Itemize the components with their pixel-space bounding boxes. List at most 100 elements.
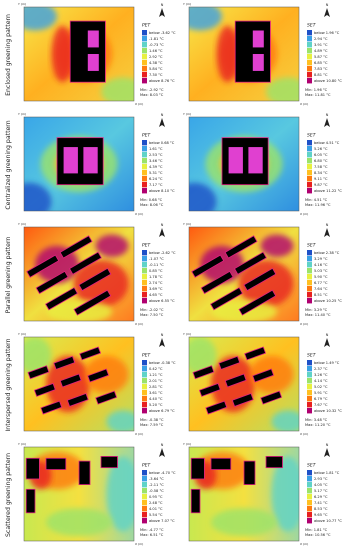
heat-blob bbox=[24, 337, 52, 375]
heat-blob bbox=[95, 234, 129, 258]
axis-y-label: Y (m) bbox=[18, 222, 26, 226]
legend-swatch bbox=[307, 54, 312, 60]
heat-map bbox=[189, 227, 299, 321]
building bbox=[260, 390, 283, 405]
legend-swatch bbox=[307, 378, 312, 384]
legend-label: below -0.38 °C bbox=[149, 361, 176, 365]
legend-swatch bbox=[142, 250, 147, 256]
legend-label: 3.46 °C bbox=[149, 159, 163, 163]
legend-label: 6.05 °C bbox=[314, 153, 328, 157]
heat-blob bbox=[211, 508, 277, 537]
legend-swatch bbox=[142, 36, 147, 42]
legend-swatch bbox=[142, 482, 147, 488]
building bbox=[40, 400, 63, 415]
legend-swatch bbox=[142, 152, 147, 158]
building bbox=[69, 20, 106, 83]
building bbox=[244, 346, 267, 361]
legend-swatch bbox=[142, 280, 147, 286]
heat-blob bbox=[238, 259, 294, 307]
building bbox=[210, 457, 232, 470]
axis-x-label: X (m) bbox=[135, 212, 143, 216]
axis-y-label: Y (m) bbox=[183, 332, 191, 336]
legend-swatch bbox=[142, 42, 147, 48]
legend-swatch bbox=[307, 36, 312, 42]
legend-swatch bbox=[142, 494, 147, 500]
legend-max: Max: 7.50 °C bbox=[140, 313, 164, 317]
legend-swatch bbox=[307, 494, 312, 500]
buildings bbox=[191, 235, 277, 316]
legend-label: -1.81 °C bbox=[149, 37, 164, 41]
legend-label: above 10.25 °C bbox=[314, 299, 342, 303]
legend-swatch bbox=[307, 384, 312, 390]
heat-blob bbox=[271, 456, 299, 532]
legend-swatch bbox=[142, 292, 147, 298]
building bbox=[234, 20, 271, 83]
north-label: N bbox=[161, 223, 164, 227]
building bbox=[79, 346, 102, 361]
legend-swatch bbox=[142, 512, 147, 518]
legend-label: 7.17 °C bbox=[149, 183, 163, 187]
legend-label: 4.39 °C bbox=[149, 165, 163, 169]
legend-label: 1.46 °C bbox=[149, 49, 163, 53]
legend-max: Max: 11.96 °C bbox=[305, 203, 331, 207]
heat-blob bbox=[189, 337, 217, 375]
legend-swatch bbox=[307, 396, 312, 402]
building bbox=[25, 457, 40, 480]
axis-y-label: Y (m) bbox=[183, 442, 191, 446]
panel: Y (m) X (m) N SET below 2.38 °C 3.29 °C 4.16 °… bbox=[183, 222, 342, 326]
building bbox=[35, 270, 69, 295]
building bbox=[45, 457, 67, 470]
north-arrow bbox=[324, 8, 330, 17]
buildings bbox=[56, 137, 104, 186]
legend-label: 5.90 °C bbox=[314, 275, 328, 279]
legend-label: 1.78 °C bbox=[149, 275, 163, 279]
legend-min: Min: 4.51 °C bbox=[305, 198, 328, 202]
legend-swatch bbox=[142, 396, 147, 402]
heat-blob bbox=[101, 77, 134, 101]
legend-swatch bbox=[307, 482, 312, 488]
panel: Y (m) X (m) N SET below 1.49 °C 2.37 °C 3.26 °… bbox=[183, 332, 342, 436]
legend-label: 2.94 °C bbox=[314, 37, 328, 41]
legend-max: Max: 8.03 °C bbox=[140, 93, 164, 97]
legend-label: above 6.79 °C bbox=[149, 409, 175, 413]
legend-title: PET bbox=[142, 243, 152, 249]
legend-label: 2.48 °C bbox=[149, 501, 163, 505]
building bbox=[190, 488, 201, 514]
north-label: N bbox=[161, 113, 164, 117]
legend-label: 6.79 °C bbox=[314, 397, 328, 401]
legend-label: -0.73 °C bbox=[149, 43, 164, 47]
building bbox=[59, 235, 93, 259]
legend-title: PET bbox=[142, 353, 152, 359]
north-arrow bbox=[159, 448, 165, 457]
legend-swatch bbox=[307, 170, 312, 176]
legend-swatch bbox=[307, 182, 312, 188]
legend-label: 4.01 °C bbox=[149, 507, 163, 511]
axis-x-label: X (m) bbox=[300, 542, 308, 546]
axis-y-label: Y (m) bbox=[183, 222, 191, 226]
legend-label: 2.92 °C bbox=[149, 55, 163, 59]
building bbox=[192, 365, 215, 380]
legend-min: Min: 1.96 °C bbox=[305, 88, 328, 92]
north-arrow bbox=[159, 228, 165, 237]
building bbox=[252, 368, 275, 383]
legend-label: 3.69 °C bbox=[149, 287, 163, 291]
building bbox=[198, 382, 221, 397]
building bbox=[265, 455, 283, 469]
building bbox=[78, 267, 112, 292]
north-label: N bbox=[326, 333, 329, 337]
building bbox=[210, 287, 244, 311]
building bbox=[68, 251, 102, 275]
panel: Y (m) X (m) N SET below 4.51 °C 5.26 °C 6.05 °… bbox=[183, 112, 342, 216]
panel: Y (m) X (m) N PET below -2.62 °C -1.07 °C -0.1… bbox=[18, 222, 176, 326]
building bbox=[243, 267, 277, 292]
building-roof bbox=[87, 54, 99, 71]
row-label: Centralized greening pattern bbox=[5, 120, 12, 209]
axis-x-label: X (m) bbox=[135, 322, 143, 326]
panel: Y (m) X (m) N PET below -3.62 °C -1.81 °C -0.7… bbox=[18, 2, 176, 106]
legend-min: Min: 0.68 °C bbox=[140, 198, 163, 202]
legend-label: above 10.80 °C bbox=[314, 79, 342, 83]
legend-title: PET bbox=[142, 133, 152, 139]
north-label: N bbox=[161, 3, 164, 7]
row-label: Parallel greening pattern bbox=[5, 237, 12, 314]
